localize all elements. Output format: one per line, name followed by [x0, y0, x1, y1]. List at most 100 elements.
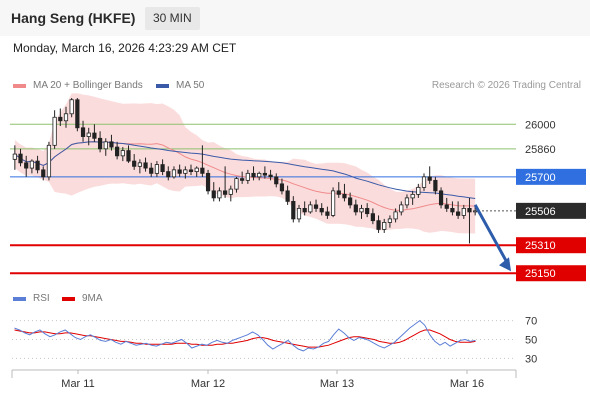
candle-body	[24, 162, 29, 169]
candle-body	[234, 178, 239, 190]
candle-body	[399, 204, 404, 213]
level-label-25310: 25310	[525, 240, 556, 252]
candle	[262, 166, 267, 179]
forecast-arrow-head	[499, 257, 511, 272]
candle	[188, 164, 194, 176]
candle-body	[188, 169, 194, 173]
candle-body	[63, 113, 69, 122]
candle-body	[291, 200, 296, 220]
candle	[217, 187, 222, 202]
candle	[103, 138, 108, 156]
candle-body	[387, 218, 393, 223]
legend-rsi-ma-label: 9MA	[82, 293, 103, 304]
candle	[257, 171, 262, 181]
candle-body	[240, 178, 245, 181]
candle	[461, 204, 466, 219]
candle	[427, 166, 432, 184]
candle	[353, 199, 358, 216]
level-label-26000: 26000	[525, 119, 556, 131]
candle-body	[154, 164, 160, 174]
candle	[97, 131, 103, 153]
candle	[75, 98, 80, 132]
candle	[80, 120, 86, 142]
candle-body	[171, 169, 177, 178]
candle-body	[58, 116, 63, 122]
candle-body	[313, 204, 319, 209]
candle-body	[421, 176, 427, 188]
candle	[211, 182, 216, 202]
candle	[285, 185, 290, 205]
candle-body	[46, 144, 52, 178]
candle-body	[467, 207, 472, 213]
candle-body	[41, 169, 46, 178]
candle-body	[410, 193, 415, 199]
candle	[166, 166, 171, 181]
candle	[467, 197, 472, 244]
candle-body	[336, 190, 341, 195]
candle	[12, 145, 17, 170]
timeframe-badge[interactable]: 30 MIN	[145, 7, 200, 30]
candle	[410, 190, 415, 205]
candle	[24, 155, 29, 177]
ma50-swatch	[156, 83, 169, 88]
candle	[143, 157, 148, 172]
candle-body	[205, 172, 211, 192]
candle-body	[109, 141, 114, 148]
candle	[325, 206, 330, 219]
candle-body	[120, 150, 125, 157]
candle	[228, 185, 233, 202]
candle-body	[348, 197, 353, 206]
candle-body	[268, 174, 273, 178]
legend-bollinger-label: MA 20 + Bollinger Bands	[33, 80, 143, 91]
x-tick-label: Mar 16	[450, 378, 484, 390]
candle	[109, 134, 114, 151]
candle	[313, 199, 319, 212]
candle-body	[115, 146, 120, 157]
candle-body	[177, 169, 182, 174]
candle	[330, 187, 336, 218]
candle-body	[370, 213, 375, 222]
candle-body	[86, 132, 91, 137]
candle-body	[132, 160, 137, 167]
candle	[41, 166, 46, 181]
level-label-25700: 25700	[525, 172, 556, 184]
candle	[433, 176, 438, 195]
candle	[63, 106, 69, 128]
rsi-swatch	[13, 296, 26, 301]
candle-body	[245, 172, 250, 181]
candle	[382, 218, 387, 233]
candle-body	[211, 190, 216, 199]
bollinger-swatch	[13, 83, 26, 88]
candle-body	[183, 169, 188, 174]
candle	[370, 208, 375, 225]
rsi-panel: 30 50 70	[12, 316, 537, 365]
candle-body	[52, 116, 57, 146]
candle-body	[296, 207, 302, 220]
candle	[274, 173, 279, 188]
candle-body	[228, 188, 233, 195]
candle	[200, 145, 205, 177]
candle	[319, 203, 324, 216]
candle-body	[69, 99, 74, 115]
candle-body	[302, 207, 307, 213]
rsi-tick-30: 30	[525, 353, 537, 365]
candle-body	[75, 99, 80, 129]
candle	[438, 187, 444, 209]
legend-ma50-label: MA 50	[176, 80, 205, 91]
candle-body	[137, 162, 142, 167]
level-label-25860: 25860	[525, 144, 556, 156]
candle	[120, 147, 125, 162]
candle	[132, 154, 137, 170]
candle-body	[330, 190, 336, 216]
ma50-line	[14, 141, 476, 199]
candle-body	[285, 190, 290, 202]
candle	[115, 141, 120, 160]
candle-body	[97, 137, 103, 150]
candle-body	[359, 207, 364, 213]
candle	[376, 215, 381, 233]
candle-body	[365, 207, 370, 215]
candle-body	[166, 171, 171, 178]
candle	[160, 159, 165, 176]
rsi-ma-swatch	[62, 296, 75, 301]
candle	[149, 162, 154, 177]
